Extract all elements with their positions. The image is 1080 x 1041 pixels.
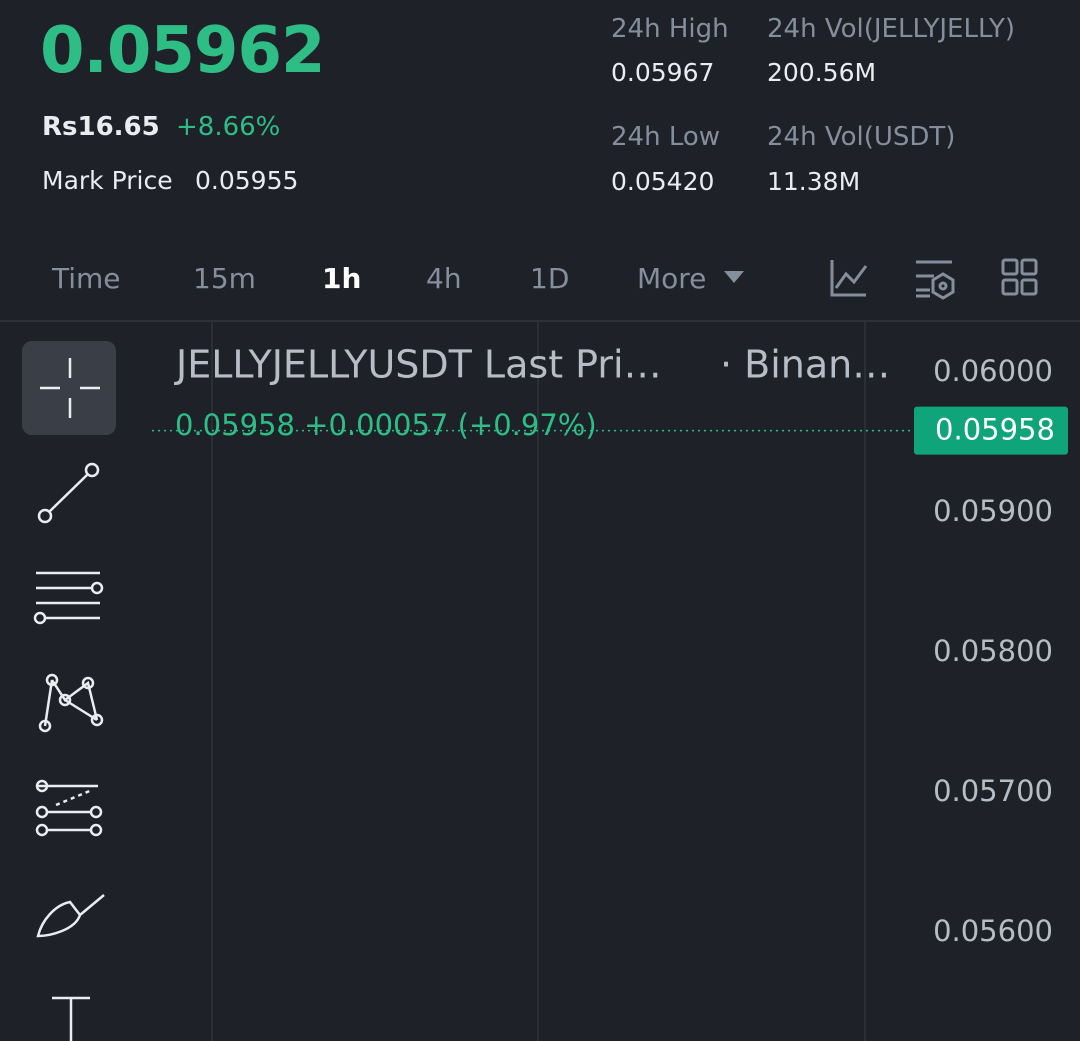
chart-title: JELLYJELLYUSDT Last Pri… [174,343,662,387]
local-price: Rs16.65 [42,112,160,142]
interval-tab[interactable]: More [637,262,707,295]
stat-label: 24h Low [611,122,721,152]
y-tick-label: 0.05700 [933,774,1053,808]
last-price-label: 0.05958 [935,413,1055,447]
crosshair-tool[interactable] [22,341,116,435]
legend-change-pct: (+0.97%) [458,408,597,442]
stat-label: 24h Vol(JELLYJELLY) [767,14,1016,44]
stat-value: 200.56M [767,58,877,87]
last-price-tag [914,406,1068,455]
mark-price-label: Mark Price [42,166,173,195]
legend-change: +0.00057 [304,408,448,442]
stat-label: 24h High [611,14,729,44]
mark-price: 0.05955 [195,166,299,195]
stat-value: 11.38M [767,167,861,196]
toolbar-icons[interactable] [830,258,1038,300]
interval-tab[interactable]: 4h [426,262,462,295]
stat-value: 0.05967 [611,58,715,87]
price-change: +8.66% [176,112,281,142]
chart-source: · Binan… [720,343,890,387]
stat-value: 0.05420 [611,167,715,196]
drawing-tools[interactable] [33,358,105,1041]
interval-tab[interactable]: 15m [193,262,256,295]
last-price: 0.05962 [40,14,325,88]
interval-tab[interactable]: Time [52,262,121,295]
stat-label: 24h Vol(USDT) [767,122,956,152]
interval-tab[interactable]: 1D [530,262,570,295]
y-tick-label: 0.05900 [933,494,1053,528]
interval-tab[interactable]: 1h [322,262,362,295]
y-tick-label: 0.05600 [933,914,1053,948]
vertical-grid [211,322,866,1041]
y-tick-label: 0.06000 [933,354,1053,388]
legend-last: 0.05958 [175,408,295,442]
chart-legend: 0.05958 +0.00057 (+0.97%) [175,408,597,442]
dropdown-arrow[interactable] [724,271,744,283]
y-tick-label: 0.05800 [933,634,1053,668]
